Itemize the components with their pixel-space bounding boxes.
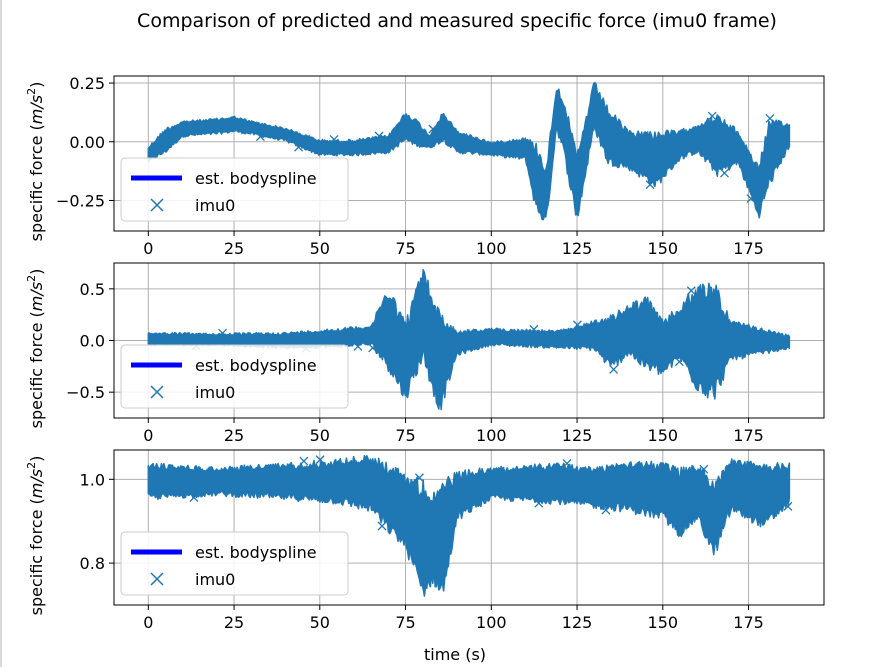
xtick-label: 125 xyxy=(562,426,593,445)
imu0-marker xyxy=(294,142,304,152)
ytick-label: 0.8 xyxy=(80,554,105,573)
subplot-x-axis: 0 25 50 75 100 125 150 175 0.25 0.00 −0.25 specific… xyxy=(25,74,825,258)
xtick-label: 100 xyxy=(476,239,507,258)
xtick-label: 25 xyxy=(224,613,244,632)
imu0-marker xyxy=(534,498,544,508)
legend-marker-swatch xyxy=(150,198,164,212)
xtick-label: 25 xyxy=(224,239,244,258)
ytick-label: 1.0 xyxy=(80,470,105,489)
subplot-group: 0 25 50 75 100 125 150 1750.250.00−0.25specific… xyxy=(25,74,825,664)
xtick-label: 150 xyxy=(648,613,679,632)
imu0-marker xyxy=(765,113,775,123)
ylabel: specific force (m/s2) xyxy=(25,456,46,616)
xtick-label: 0 xyxy=(143,613,153,632)
xlabel: time (s) xyxy=(424,645,486,664)
xtick-label: 175 xyxy=(733,426,764,445)
axes-frame xyxy=(113,449,825,606)
series-imu0-band xyxy=(147,454,791,597)
imu0-marker xyxy=(529,324,539,334)
xtick-label: 175 xyxy=(733,613,764,632)
legend-marker-swatch xyxy=(150,385,164,399)
xtick-label: 100 xyxy=(476,613,507,632)
legend-box xyxy=(120,531,349,596)
legend: est. bodyspline imu0 xyxy=(120,157,349,222)
imu0-marker xyxy=(720,168,729,178)
legend-label-imu0: imu0 xyxy=(195,196,235,215)
imu0-marker xyxy=(686,286,696,296)
legend-box xyxy=(120,157,349,222)
imu0-marker xyxy=(572,320,582,330)
series-imu0-band xyxy=(147,81,791,221)
ytick-label: 0.00 xyxy=(69,133,105,152)
xtick-label: 75 xyxy=(395,239,415,258)
xtick-label: 125 xyxy=(562,239,593,258)
legend: est. bodyspline imu0 xyxy=(120,531,349,596)
legend-label-imu0: imu0 xyxy=(195,383,235,402)
imu0-marker xyxy=(414,473,424,483)
imu0-marker xyxy=(645,180,655,190)
legend-label-bodyspline: est. bodyspline xyxy=(195,543,317,562)
ylabel-text: specific force (m/s2) xyxy=(25,82,46,242)
imu0-marker xyxy=(255,132,265,142)
xtick-label: 50 xyxy=(310,426,330,445)
ylabel-text: specific force (m/s2) xyxy=(25,456,46,616)
ytick-label: 0.5 xyxy=(80,280,105,299)
imu0-marker xyxy=(353,342,363,351)
window-edge xyxy=(0,0,2,667)
xtick-label: 25 xyxy=(224,426,244,445)
xtick-label: 50 xyxy=(310,613,330,632)
legend-box xyxy=(120,344,349,409)
xtick-label: 0 xyxy=(143,239,153,258)
ytick-label: −0.25 xyxy=(56,191,105,210)
imu0-marker xyxy=(699,464,709,474)
imu0-marker xyxy=(428,124,438,134)
xtick-label: 75 xyxy=(395,426,415,445)
axes-frame xyxy=(113,75,825,232)
legend: est. bodyspline imu0 xyxy=(120,344,349,409)
xtick-label: 175 xyxy=(733,239,764,258)
xtick-label: 75 xyxy=(395,613,415,632)
imu0-marker xyxy=(315,455,325,465)
xtick-label: 150 xyxy=(648,239,679,258)
imu0-marker xyxy=(368,343,378,353)
xtick-label: 100 xyxy=(476,426,507,445)
xtick-label: 0 xyxy=(143,426,153,445)
ylabel-text: specific force (m/s2) xyxy=(25,269,46,429)
series-imu0-band xyxy=(147,269,791,411)
subplot-y-axis: 0 25 50 75 100 125 150 175 0.5 0.0 −0.5 specific fo… xyxy=(25,262,825,445)
ytick-label: 0.25 xyxy=(69,74,105,93)
ytick-label: −0.5 xyxy=(66,383,105,402)
ylabel: specific force (m/s2) xyxy=(25,82,46,242)
imu0-marker xyxy=(707,111,717,121)
imu0-marker xyxy=(674,357,684,367)
imu0-marker xyxy=(601,505,611,515)
imu0-marker xyxy=(377,521,387,531)
imu0-marker xyxy=(562,458,572,468)
subplot-z-axis: 0 25 50 75 100 125 150 175 1.0 0.8 specific force … xyxy=(25,449,825,664)
xtick-label: 50 xyxy=(310,239,330,258)
ylabel: specific force (m/s2) xyxy=(25,269,46,429)
imu0-marker xyxy=(783,501,793,511)
legend-label-imu0: imu0 xyxy=(195,570,235,589)
xtick-label: 150 xyxy=(648,426,679,445)
xtick-label: 125 xyxy=(562,613,593,632)
legend-marker-swatch xyxy=(150,572,164,586)
figure-title: Comparison of predicted and measured spe… xyxy=(137,10,777,32)
imu0-marker xyxy=(189,493,199,502)
legend-label-bodyspline: est. bodyspline xyxy=(195,356,317,375)
imu0-marker xyxy=(609,364,619,374)
legend-label-bodyspline: est. bodyspline xyxy=(195,169,317,188)
ytick-label: 0.0 xyxy=(80,332,105,351)
imu0-marker xyxy=(329,134,339,144)
imu0-marker xyxy=(299,456,309,466)
imu0-marker xyxy=(746,194,756,204)
imu0-marker xyxy=(218,328,228,338)
imu0-marker xyxy=(374,131,384,141)
